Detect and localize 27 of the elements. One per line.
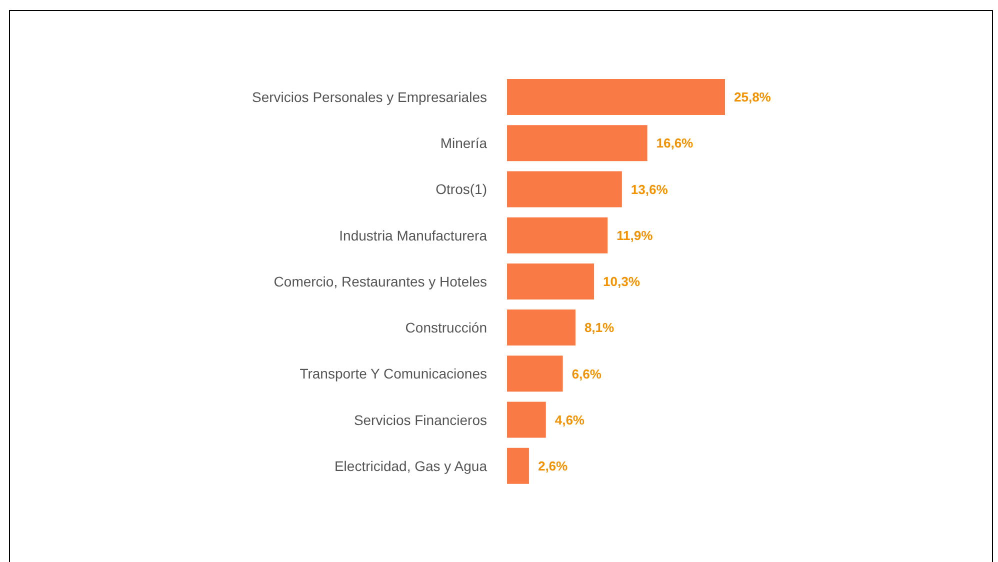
y-tick-label: Electricidad, Gas y Agua: [334, 458, 488, 474]
bar: [507, 402, 546, 438]
data-label: 8,1%: [584, 320, 615, 336]
bar: [507, 125, 648, 162]
data-label: 6,6%: [572, 366, 602, 382]
data-label: 16,6%: [656, 136, 694, 151]
y-tick-label: Servicios Personales y Empresariales: [252, 89, 487, 106]
y-tick-label: Minería: [440, 135, 488, 152]
data-label: 11,9%: [616, 228, 654, 243]
y-tick-label: Industria Manufacturera: [339, 227, 488, 244]
bar: [507, 263, 594, 300]
data-label: 4,6%: [554, 412, 585, 428]
bar: [507, 356, 563, 392]
y-tick-label: Servicios Financieros: [354, 412, 487, 428]
bar: [507, 217, 608, 254]
bar: [507, 79, 725, 115]
data-label: 2,6%: [538, 458, 568, 474]
data-label: 10,3%: [603, 274, 640, 290]
bar: [507, 310, 576, 346]
y-tick-label: Transporte Y Comunicaciones: [300, 366, 487, 382]
y-tick-label: Otros(1): [436, 181, 487, 198]
y-tick-label: Construcción: [405, 320, 487, 336]
data-label: 25,8%: [734, 90, 772, 105]
data-label: 13,6%: [630, 182, 668, 197]
bar: [507, 448, 529, 484]
bar: [507, 171, 622, 208]
y-tick-label: Comercio, Restaurantes y Hoteles: [274, 273, 487, 290]
